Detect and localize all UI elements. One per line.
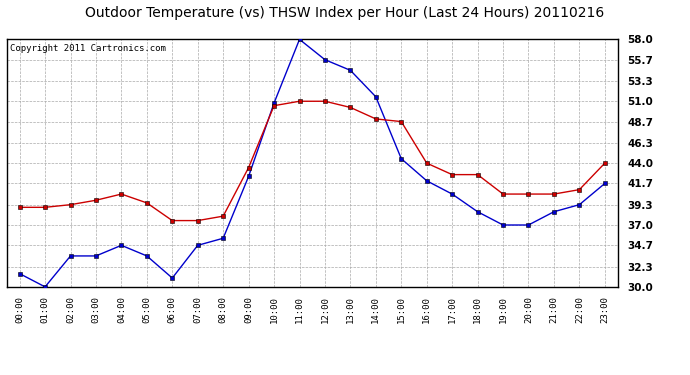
Text: Outdoor Temperature (vs) THSW Index per Hour (Last 24 Hours) 20110216: Outdoor Temperature (vs) THSW Index per … — [86, 6, 604, 20]
Text: Copyright 2011 Cartronics.com: Copyright 2011 Cartronics.com — [10, 44, 166, 53]
